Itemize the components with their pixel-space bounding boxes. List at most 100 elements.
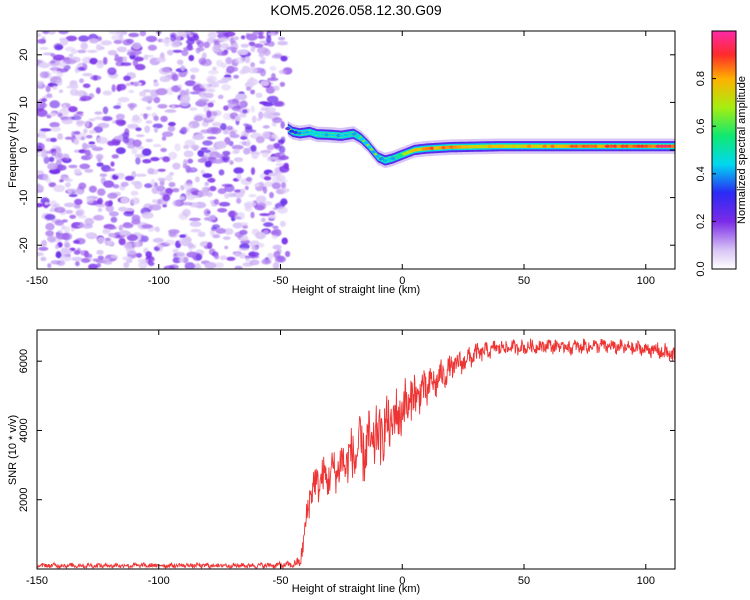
noise-blob xyxy=(135,157,141,165)
noise-blob xyxy=(160,147,167,153)
noise-blob xyxy=(212,44,221,53)
noise-blob xyxy=(119,120,127,125)
track-cell xyxy=(382,158,388,163)
noise-blob xyxy=(280,136,286,143)
noise-blob xyxy=(180,201,193,206)
track-cell xyxy=(320,132,326,137)
track-cell xyxy=(335,133,342,138)
snr-panel: -150 -100 -50 0 50 100 2000 4000 6000 Height of… xyxy=(7,329,676,595)
noise-blob xyxy=(267,252,274,260)
track-cell xyxy=(612,144,618,148)
noise-blob xyxy=(128,32,140,38)
noise-blob xyxy=(193,115,204,122)
noise-blob xyxy=(59,157,68,162)
noise-blob xyxy=(37,145,43,153)
noise-blob xyxy=(120,62,132,66)
noise-blob xyxy=(168,151,178,160)
noise-blob xyxy=(217,94,224,100)
noise-blob xyxy=(84,250,89,258)
noise-blob xyxy=(102,90,113,96)
noise-blob xyxy=(148,261,155,267)
noise-blob xyxy=(117,83,127,91)
track-cell xyxy=(367,145,373,149)
noise-blob xyxy=(108,211,119,217)
noise-blob xyxy=(182,256,189,264)
track-cell xyxy=(374,154,380,159)
track-cell xyxy=(538,144,544,148)
noise-blob xyxy=(277,255,285,262)
noise-blob xyxy=(79,78,84,84)
noise-blob xyxy=(183,150,194,158)
noise-blob xyxy=(81,258,91,263)
noise-blob xyxy=(59,179,64,183)
noise-blob xyxy=(240,136,248,140)
track-cell xyxy=(600,144,607,148)
noise-blob xyxy=(210,229,215,236)
noise-blob xyxy=(255,92,263,98)
noise-blob xyxy=(271,233,278,240)
noise-blob xyxy=(73,240,80,244)
noise-blob xyxy=(263,222,274,227)
noise-blob xyxy=(144,125,151,133)
track-cell xyxy=(667,144,673,148)
noise-blob xyxy=(269,191,274,199)
noise-blob xyxy=(221,183,233,187)
noise-blob xyxy=(238,253,247,259)
noise-blob xyxy=(216,140,227,149)
noise-blob xyxy=(157,168,166,172)
noise-blob xyxy=(272,225,279,229)
noise-blob xyxy=(101,116,113,122)
noise-blob xyxy=(52,85,58,90)
noise-blob xyxy=(64,182,71,188)
noise-blob xyxy=(179,234,186,238)
noise-blob xyxy=(84,217,94,226)
noise-blob xyxy=(58,89,64,93)
noise-blob xyxy=(37,82,42,87)
noise-blob xyxy=(110,254,119,259)
snr-y-ticks: 2000 4000 6000 xyxy=(18,349,675,512)
noise-blob xyxy=(258,51,265,58)
noise-blob xyxy=(226,125,234,131)
x-tick-label: 0 xyxy=(399,575,405,587)
noise-blob xyxy=(64,242,71,249)
noise-blob xyxy=(273,100,284,106)
noise-blob xyxy=(224,245,229,250)
noise-blob xyxy=(211,224,221,229)
noise-blob xyxy=(197,98,210,103)
noise-blob xyxy=(186,189,191,197)
noise-blob xyxy=(127,144,136,149)
track-cell xyxy=(452,145,458,149)
noise-blob xyxy=(246,176,253,182)
noise-blob xyxy=(48,182,57,188)
noise-blob xyxy=(76,120,86,125)
noise-blob xyxy=(282,163,289,169)
track-cell xyxy=(324,133,330,137)
noise-blob xyxy=(207,77,215,84)
noise-blob xyxy=(152,144,162,148)
noise-blob xyxy=(233,167,244,174)
noise-blob xyxy=(234,115,240,121)
noise-blob xyxy=(257,242,265,248)
track-cell xyxy=(589,144,595,148)
noise-blob xyxy=(50,260,61,265)
noise-blob xyxy=(203,208,211,217)
noise-blob xyxy=(57,133,64,140)
noise-blob xyxy=(262,125,270,129)
noise-blob xyxy=(141,148,152,156)
noise-blob xyxy=(244,201,257,207)
noise-blob xyxy=(37,203,43,208)
track-cell xyxy=(476,145,482,149)
noise-blob xyxy=(218,201,231,207)
track-cell xyxy=(312,132,318,136)
track-cell xyxy=(557,144,564,148)
noise-blob xyxy=(219,37,228,42)
noise-blob xyxy=(140,235,149,243)
noise-blob xyxy=(84,168,94,173)
track-cell xyxy=(472,145,478,149)
noise-blob xyxy=(135,173,147,177)
noise-blob xyxy=(226,46,238,51)
noise-blob xyxy=(49,168,61,175)
noise-blob xyxy=(250,62,256,68)
noise-blob xyxy=(152,199,158,204)
noise-blob xyxy=(94,116,104,120)
